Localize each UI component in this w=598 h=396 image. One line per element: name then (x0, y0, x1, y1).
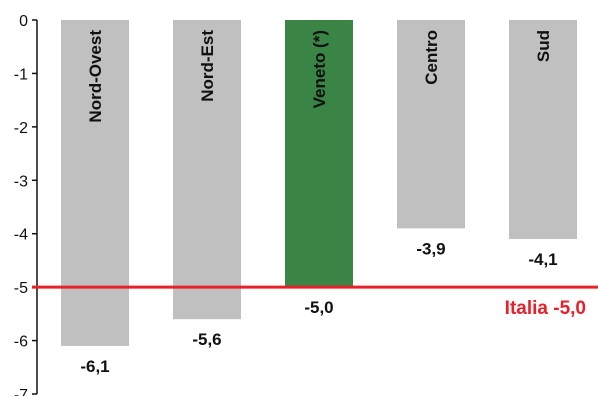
bar-sud (509, 20, 577, 240)
bar-value-label: -3,9 (416, 239, 445, 258)
bar-centro (397, 20, 465, 229)
bars-group (61, 20, 577, 346)
bar-value-label: -5,6 (192, 330, 221, 349)
y-tick-label: -2 (14, 120, 28, 137)
y-tick-label: -5 (14, 280, 28, 297)
labels-group: Nord-Ovest -6,1 Nord-Est -5,6 Veneto (*) -5,0… (80, 30, 557, 376)
bar-category-label: Veneto (*) (310, 30, 329, 108)
bar-value-label: -5,0 (304, 298, 333, 317)
bar-value-label: -6,1 (80, 357, 109, 376)
y-tick-label: -1 (14, 66, 28, 83)
y-axis: 0 -1 -2 -3 -4 -5 -6 -7 (14, 13, 38, 396)
reference-line-label: Italia -5,0 (505, 298, 586, 319)
bar-nord-est (173, 20, 241, 320)
y-tick-label: -6 (14, 334, 28, 351)
y-tick-label: 0 (19, 13, 28, 30)
y-tick-label: -3 (14, 173, 28, 190)
bar-veneto (285, 20, 353, 288)
bar-category-label: Sud (534, 30, 553, 62)
bar-nord-ovest (61, 20, 129, 346)
bar-category-label: Nord-Est (198, 30, 217, 102)
y-tick-label: -4 (14, 227, 28, 244)
bar-value-label: -4,1 (528, 250, 557, 269)
bar-category-label: Centro (422, 30, 441, 85)
bar-category-label: Nord-Ovest (86, 30, 105, 123)
reference-line-group: Italia -5,0 (32, 285, 598, 319)
y-tick-label: -7 (14, 387, 28, 396)
